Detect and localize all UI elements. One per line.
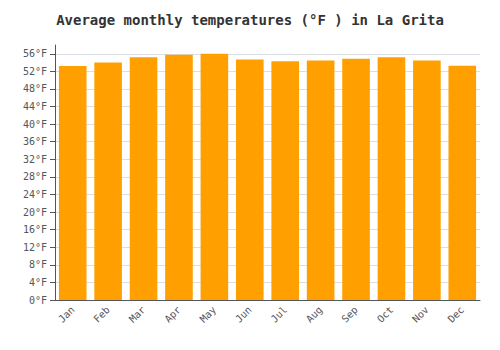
svg-text:4°F: 4°F [29,277,47,288]
svg-text:24°F: 24°F [23,189,47,200]
svg-text:Jun: Jun [233,304,254,325]
svg-text:Mar: Mar [127,304,148,325]
svg-text:44°F: 44°F [23,101,47,112]
svg-text:20°F: 20°F [23,207,47,218]
svg-text:40°F: 40°F [23,119,47,130]
svg-text:12°F: 12°F [23,242,47,253]
svg-text:Average monthly temperatures (: Average monthly temperatures (°F ) in La… [56,12,444,28]
svg-text:28°F: 28°F [23,171,47,182]
svg-text:Nov: Nov [410,304,431,325]
svg-text:Oct: Oct [375,304,396,325]
svg-text:52°F: 52°F [23,66,47,77]
svg-text:Feb: Feb [91,304,112,325]
svg-text:Apr: Apr [162,304,183,325]
svg-text:Aug: Aug [304,304,325,325]
svg-text:Jan: Jan [56,304,77,325]
svg-text:Jul: Jul [269,304,290,325]
svg-text:Sep: Sep [339,304,360,325]
svg-text:36°F: 36°F [23,136,47,147]
svg-text:Dec: Dec [446,304,467,325]
svg-text:May: May [198,304,219,325]
svg-text:16°F: 16°F [23,224,47,235]
svg-text:48°F: 48°F [23,83,47,94]
svg-text:56°F: 56°F [23,48,47,59]
svg-text:32°F: 32°F [23,154,47,165]
svg-text:8°F: 8°F [29,259,47,270]
svg-text:0°F: 0°F [29,295,47,306]
